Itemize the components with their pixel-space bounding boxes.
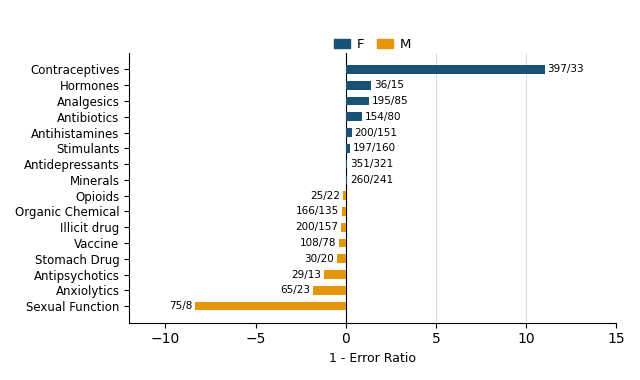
Bar	[340, 223, 346, 231]
Text: 65/23: 65/23	[280, 285, 310, 295]
Text: 200/151: 200/151	[355, 128, 397, 138]
Bar	[346, 128, 351, 137]
X-axis label: 1 - Error Ratio: 1 - Error Ratio	[329, 352, 416, 365]
Text: 30/20: 30/20	[304, 254, 334, 264]
Text: 154/80: 154/80	[365, 112, 402, 122]
Text: 197/160: 197/160	[353, 143, 396, 154]
Bar	[346, 160, 348, 168]
Bar	[313, 286, 346, 294]
Bar	[346, 112, 362, 121]
Bar	[346, 65, 545, 74]
Bar	[337, 255, 346, 263]
Bar	[339, 239, 346, 247]
Bar	[195, 302, 346, 310]
Bar	[346, 97, 369, 105]
Bar	[324, 270, 346, 279]
Legend: F, M: F, M	[329, 32, 417, 56]
Bar	[346, 176, 347, 184]
Bar	[342, 207, 346, 216]
Text: 351/321: 351/321	[350, 159, 394, 169]
Text: 75/8: 75/8	[168, 301, 192, 311]
Text: 195/85: 195/85	[372, 96, 408, 106]
Text: 260/241: 260/241	[350, 175, 393, 185]
Text: 166/135: 166/135	[296, 206, 339, 217]
Text: 200/157: 200/157	[295, 222, 338, 232]
Text: 397/33: 397/33	[547, 65, 584, 74]
Bar	[346, 144, 350, 153]
Bar	[343, 192, 346, 200]
Text: 29/13: 29/13	[291, 269, 321, 280]
Text: 108/78: 108/78	[300, 238, 336, 248]
Text: 25/22: 25/22	[310, 191, 340, 201]
Bar	[346, 81, 371, 90]
Text: 36/15: 36/15	[374, 80, 404, 90]
